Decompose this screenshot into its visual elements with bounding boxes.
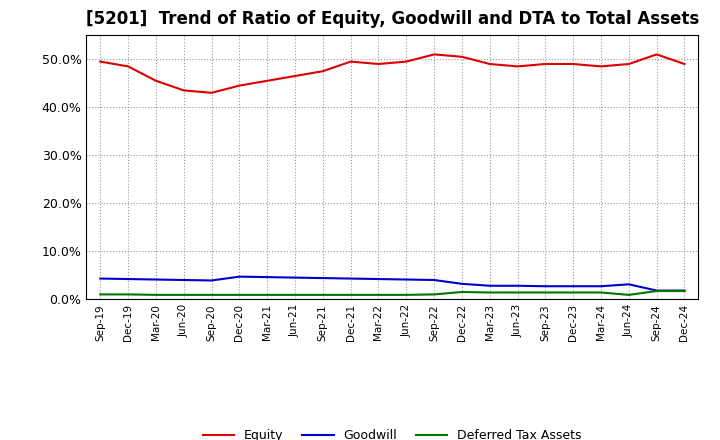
Goodwill: [124, 276, 132, 282]
Deferred Tax Assets: [485, 290, 494, 295]
Equity: [485, 61, 494, 66]
Deferred Tax Assets: [680, 288, 689, 293]
Deferred Tax Assets: [458, 290, 467, 295]
Goodwill: [346, 276, 355, 281]
Title: [5201]  Trend of Ratio of Equity, Goodwill and DTA to Total Assets: [5201] Trend of Ratio of Equity, Goodwil…: [86, 10, 699, 28]
Goodwill: [513, 283, 522, 288]
Equity: [235, 83, 243, 88]
Equity: [541, 61, 550, 66]
Line: Equity: Equity: [100, 55, 685, 93]
Equity: [263, 78, 271, 84]
Equity: [624, 61, 633, 66]
Equity: [652, 52, 661, 57]
Goodwill: [291, 275, 300, 280]
Goodwill: [96, 276, 104, 281]
Deferred Tax Assets: [263, 292, 271, 297]
Equity: [458, 54, 467, 59]
Equity: [597, 64, 606, 69]
Equity: [318, 69, 327, 74]
Goodwill: [152, 277, 161, 282]
Equity: [430, 52, 438, 57]
Deferred Tax Assets: [207, 292, 216, 297]
Equity: [179, 88, 188, 93]
Equity: [96, 59, 104, 64]
Goodwill: [318, 275, 327, 281]
Deferred Tax Assets: [430, 292, 438, 297]
Equity: [124, 64, 132, 69]
Goodwill: [402, 277, 410, 282]
Equity: [152, 78, 161, 84]
Deferred Tax Assets: [569, 290, 577, 295]
Goodwill: [179, 277, 188, 282]
Deferred Tax Assets: [318, 292, 327, 297]
Deferred Tax Assets: [179, 292, 188, 297]
Goodwill: [374, 276, 383, 282]
Deferred Tax Assets: [152, 292, 161, 297]
Deferred Tax Assets: [597, 290, 606, 295]
Goodwill: [541, 284, 550, 289]
Goodwill: [485, 283, 494, 288]
Goodwill: [430, 277, 438, 282]
Equity: [569, 61, 577, 66]
Equity: [374, 61, 383, 66]
Deferred Tax Assets: [96, 292, 104, 297]
Legend: Equity, Goodwill, Deferred Tax Assets: Equity, Goodwill, Deferred Tax Assets: [198, 424, 587, 440]
Equity: [207, 90, 216, 95]
Goodwill: [569, 284, 577, 289]
Equity: [291, 73, 300, 79]
Deferred Tax Assets: [235, 292, 243, 297]
Line: Deferred Tax Assets: Deferred Tax Assets: [100, 291, 685, 295]
Goodwill: [624, 282, 633, 287]
Goodwill: [458, 281, 467, 286]
Equity: [402, 59, 410, 64]
Deferred Tax Assets: [652, 288, 661, 293]
Goodwill: [235, 274, 243, 279]
Deferred Tax Assets: [541, 290, 550, 295]
Deferred Tax Assets: [513, 290, 522, 295]
Deferred Tax Assets: [402, 292, 410, 297]
Deferred Tax Assets: [291, 292, 300, 297]
Equity: [513, 64, 522, 69]
Goodwill: [680, 288, 689, 293]
Goodwill: [652, 288, 661, 293]
Deferred Tax Assets: [624, 292, 633, 297]
Deferred Tax Assets: [346, 292, 355, 297]
Deferred Tax Assets: [374, 292, 383, 297]
Equity: [680, 61, 689, 66]
Deferred Tax Assets: [124, 292, 132, 297]
Equity: [346, 59, 355, 64]
Goodwill: [597, 284, 606, 289]
Goodwill: [207, 278, 216, 283]
Goodwill: [263, 275, 271, 280]
Line: Goodwill: Goodwill: [100, 277, 685, 290]
